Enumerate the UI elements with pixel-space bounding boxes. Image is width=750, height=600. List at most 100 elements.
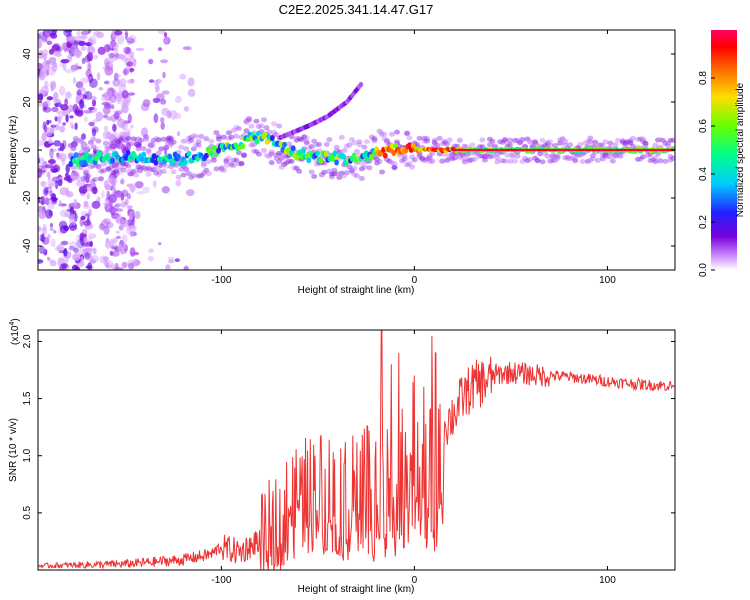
band-cell bbox=[640, 138, 646, 144]
band-cell bbox=[446, 153, 453, 159]
noise-cell bbox=[40, 180, 47, 187]
noise-cell bbox=[103, 258, 107, 263]
band-cell bbox=[650, 157, 656, 162]
band-cell bbox=[517, 139, 523, 145]
noise-cell bbox=[65, 163, 70, 174]
band-cell bbox=[235, 161, 242, 167]
noise-cell bbox=[80, 215, 86, 221]
x-tick-label: 0 bbox=[412, 575, 418, 586]
ridge-peak-cell bbox=[613, 148, 617, 152]
ridge-cell bbox=[334, 159, 339, 166]
band-cell bbox=[346, 164, 353, 170]
noise-cell bbox=[39, 157, 45, 165]
band-cell bbox=[276, 150, 283, 156]
noise-cell bbox=[38, 259, 44, 264]
noise-cell bbox=[59, 85, 66, 96]
noise-cell bbox=[41, 233, 45, 243]
band-cell bbox=[268, 160, 275, 166]
noise-cell bbox=[74, 122, 78, 130]
band-cell bbox=[356, 142, 363, 148]
band-cell bbox=[185, 139, 192, 144]
ridge-cell bbox=[212, 145, 218, 152]
band-cell bbox=[509, 151, 516, 156]
noise-cell bbox=[115, 230, 120, 234]
band-cell bbox=[205, 159, 212, 165]
noise-cell bbox=[161, 107, 170, 116]
band-cell bbox=[200, 162, 207, 168]
ridge-peak-cell bbox=[539, 148, 543, 152]
noise-cell bbox=[68, 35, 75, 44]
band-cell bbox=[125, 163, 132, 169]
noise-cell bbox=[117, 243, 122, 252]
noise-cell bbox=[60, 104, 69, 111]
noise-cell bbox=[63, 247, 68, 257]
band-cell bbox=[544, 153, 551, 159]
band-cell bbox=[374, 160, 380, 166]
noise-cell bbox=[130, 124, 134, 129]
band-cell bbox=[128, 141, 134, 147]
noise-cell bbox=[129, 67, 135, 72]
band-cell bbox=[160, 136, 167, 142]
band-cell bbox=[657, 137, 664, 142]
noise-cell bbox=[114, 190, 124, 197]
ridge-cell bbox=[94, 155, 100, 162]
band-cell bbox=[517, 140, 523, 146]
band-cell bbox=[461, 159, 468, 165]
ridge-peak-cell bbox=[615, 148, 620, 152]
band-cell bbox=[547, 139, 554, 145]
y-tick-label: 1.5 bbox=[22, 391, 33, 405]
band-cell bbox=[223, 162, 230, 168]
band-cell bbox=[190, 146, 197, 152]
noise-cell bbox=[38, 62, 43, 70]
band-cell bbox=[607, 140, 614, 146]
noise-cell bbox=[49, 148, 54, 159]
noise-cell bbox=[73, 198, 78, 209]
noise-cell bbox=[80, 211, 88, 217]
noise-cell bbox=[158, 242, 162, 246]
noise-cell bbox=[89, 96, 97, 101]
band-cell bbox=[394, 129, 400, 135]
ridge-cell bbox=[203, 152, 209, 159]
noise-cell bbox=[79, 35, 88, 39]
noise-cell bbox=[127, 219, 135, 227]
band-cell bbox=[424, 138, 431, 144]
noise-cell bbox=[56, 110, 61, 114]
band-cell bbox=[238, 160, 245, 166]
band-cell bbox=[256, 124, 262, 129]
ridge-peak-cell bbox=[574, 148, 578, 152]
band-cell bbox=[376, 128, 383, 134]
band-cell bbox=[230, 127, 237, 133]
band-cell bbox=[273, 152, 280, 158]
band-cell bbox=[501, 138, 508, 144]
noise-cell bbox=[72, 253, 81, 262]
band-cell bbox=[178, 166, 185, 172]
noise-cell bbox=[61, 158, 65, 166]
ridge-peak-cell bbox=[527, 148, 532, 152]
band-cell bbox=[293, 165, 300, 171]
noise-cell bbox=[121, 261, 128, 269]
band-cell bbox=[399, 158, 406, 164]
band-cell bbox=[655, 137, 661, 143]
noise-cell bbox=[66, 208, 73, 212]
noise-cell bbox=[64, 91, 72, 100]
band-cell bbox=[459, 151, 466, 157]
band-cell bbox=[627, 138, 634, 144]
x-tick-label: 100 bbox=[599, 575, 616, 586]
noise-cell bbox=[155, 83, 160, 93]
ridge-peak-cell bbox=[652, 148, 657, 152]
band-cell bbox=[607, 154, 614, 159]
noise-cell bbox=[76, 89, 82, 96]
band-cell bbox=[391, 161, 398, 166]
noise-cell bbox=[121, 163, 129, 170]
band-cell bbox=[115, 139, 122, 144]
ridge-peak-cell bbox=[502, 148, 506, 152]
noise-cell bbox=[104, 240, 112, 249]
band-cell bbox=[155, 137, 162, 143]
ridge-peak-cell bbox=[655, 148, 659, 152]
band-cell bbox=[348, 167, 355, 173]
ridge-peak-cell bbox=[569, 148, 573, 152]
band-cell bbox=[143, 167, 150, 172]
noise-cell bbox=[92, 99, 96, 107]
noise-cell bbox=[59, 266, 63, 270]
